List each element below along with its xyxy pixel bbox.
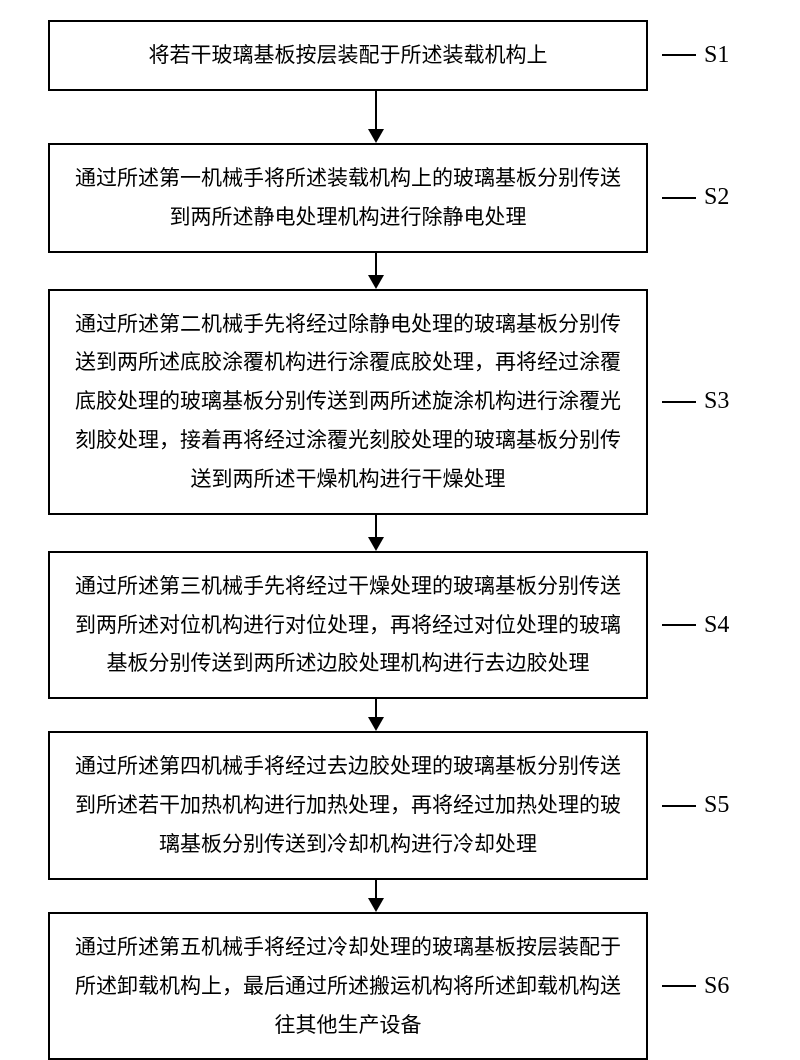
step-label: S6 [704,973,729,1000]
arrow-head-icon [368,898,384,912]
arrow-line [375,515,377,537]
step-box-s4: 通过所述第三机械手先将经过干燥处理的玻璃基板分别传送到两所述对位机构进行对位处理… [48,551,648,700]
step-label: S4 [704,612,729,639]
step-row: 通过所述第五机械手将经过冷却处理的玻璃基板按层装配于所述卸载机构上，最后通过所述… [0,912,800,1060]
step-text: 通过所述第五机械手将经过冷却处理的玻璃基板按层装配于所述卸载机构上，最后通过所述… [75,935,621,1037]
connector: S3 [662,388,729,415]
connector: S6 [662,973,729,1000]
connector-line [662,805,696,807]
connector-line [662,624,696,626]
step-text: 通过所述第二机械手先将经过除静电处理的玻璃基板分别传送到两所述底胶涂覆机构进行涂… [75,312,621,491]
connector-line [662,197,696,199]
step-text: 将若干玻璃基板按层装配于所述装载机构上 [149,43,548,67]
arrow-line [375,699,377,717]
step-text: 通过所述第一机械手将所述装载机构上的玻璃基板分别传送到两所述静电处理机构进行除静… [75,166,621,229]
connector: S5 [662,792,729,819]
arrow-head-icon [368,537,384,551]
step-label: S2 [704,184,729,211]
arrow-head-icon [368,717,384,731]
step-box-s6: 通过所述第五机械手将经过冷却处理的玻璃基板按层装配于所述卸载机构上，最后通过所述… [48,912,648,1060]
arrow-line [375,880,377,898]
connector: S2 [662,184,729,211]
arrow [368,880,384,912]
step-row: 通过所述第一机械手将所述装载机构上的玻璃基板分别传送到两所述静电处理机构进行除静… [0,143,800,253]
arrow [368,699,384,731]
step-text: 通过所述第三机械手先将经过干燥处理的玻璃基板分别传送到两所述对位机构进行对位处理… [75,574,621,676]
connector-line [662,54,696,56]
step-box-s1: 将若干玻璃基板按层装配于所述装载机构上 [48,20,648,91]
arrow-line [375,253,377,275]
step-row: 通过所述第三机械手先将经过干燥处理的玻璃基板分别传送到两所述对位机构进行对位处理… [0,551,800,700]
flowchart-container: 将若干玻璃基板按层装配于所述装载机构上 S1 通过所述第一机械手将所述装载机构上… [0,20,800,1060]
connector: S1 [662,42,729,69]
arrow-head-icon [368,129,384,143]
step-row: 通过所述第二机械手先将经过除静电处理的玻璃基板分别传送到两所述底胶涂覆机构进行涂… [0,289,800,515]
step-label: S1 [704,42,729,69]
arrow [368,91,384,143]
arrow-line [375,91,377,129]
step-row: 通过所述第四机械手将经过去边胶处理的玻璃基板分别传送到所述若干加热机构进行加热处… [0,731,800,880]
step-row: 将若干玻璃基板按层装配于所述装载机构上 S1 [0,20,800,91]
arrow [368,515,384,551]
step-label: S3 [704,388,729,415]
arrow-head-icon [368,275,384,289]
step-box-s5: 通过所述第四机械手将经过去边胶处理的玻璃基板分别传送到所述若干加热机构进行加热处… [48,731,648,880]
step-box-s3: 通过所述第二机械手先将经过除静电处理的玻璃基板分别传送到两所述底胶涂覆机构进行涂… [48,289,648,515]
connector: S4 [662,612,729,639]
step-box-s2: 通过所述第一机械手将所述装载机构上的玻璃基板分别传送到两所述静电处理机构进行除静… [48,143,648,253]
connector-line [662,985,696,987]
arrow [368,253,384,289]
step-label: S5 [704,792,729,819]
step-text: 通过所述第四机械手将经过去边胶处理的玻璃基板分别传送到所述若干加热机构进行加热处… [75,754,621,856]
connector-line [662,401,696,403]
